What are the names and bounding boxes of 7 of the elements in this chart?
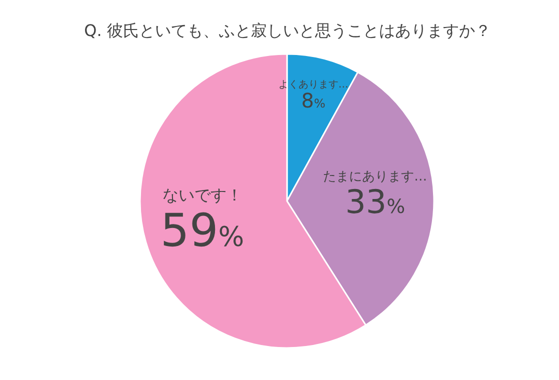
slice-label: よくあります… [278, 79, 348, 90]
data-label: 8% [301, 88, 326, 112]
data-label: 33% [345, 182, 406, 221]
slice-label: たまにあります… [323, 169, 428, 184]
chart-title: Q. 彼氏といても、ふと寂しいと思うことはありますか？ [84, 21, 491, 40]
data-label: 59% [160, 204, 244, 258]
slice-label: ないです！ [162, 186, 242, 205]
